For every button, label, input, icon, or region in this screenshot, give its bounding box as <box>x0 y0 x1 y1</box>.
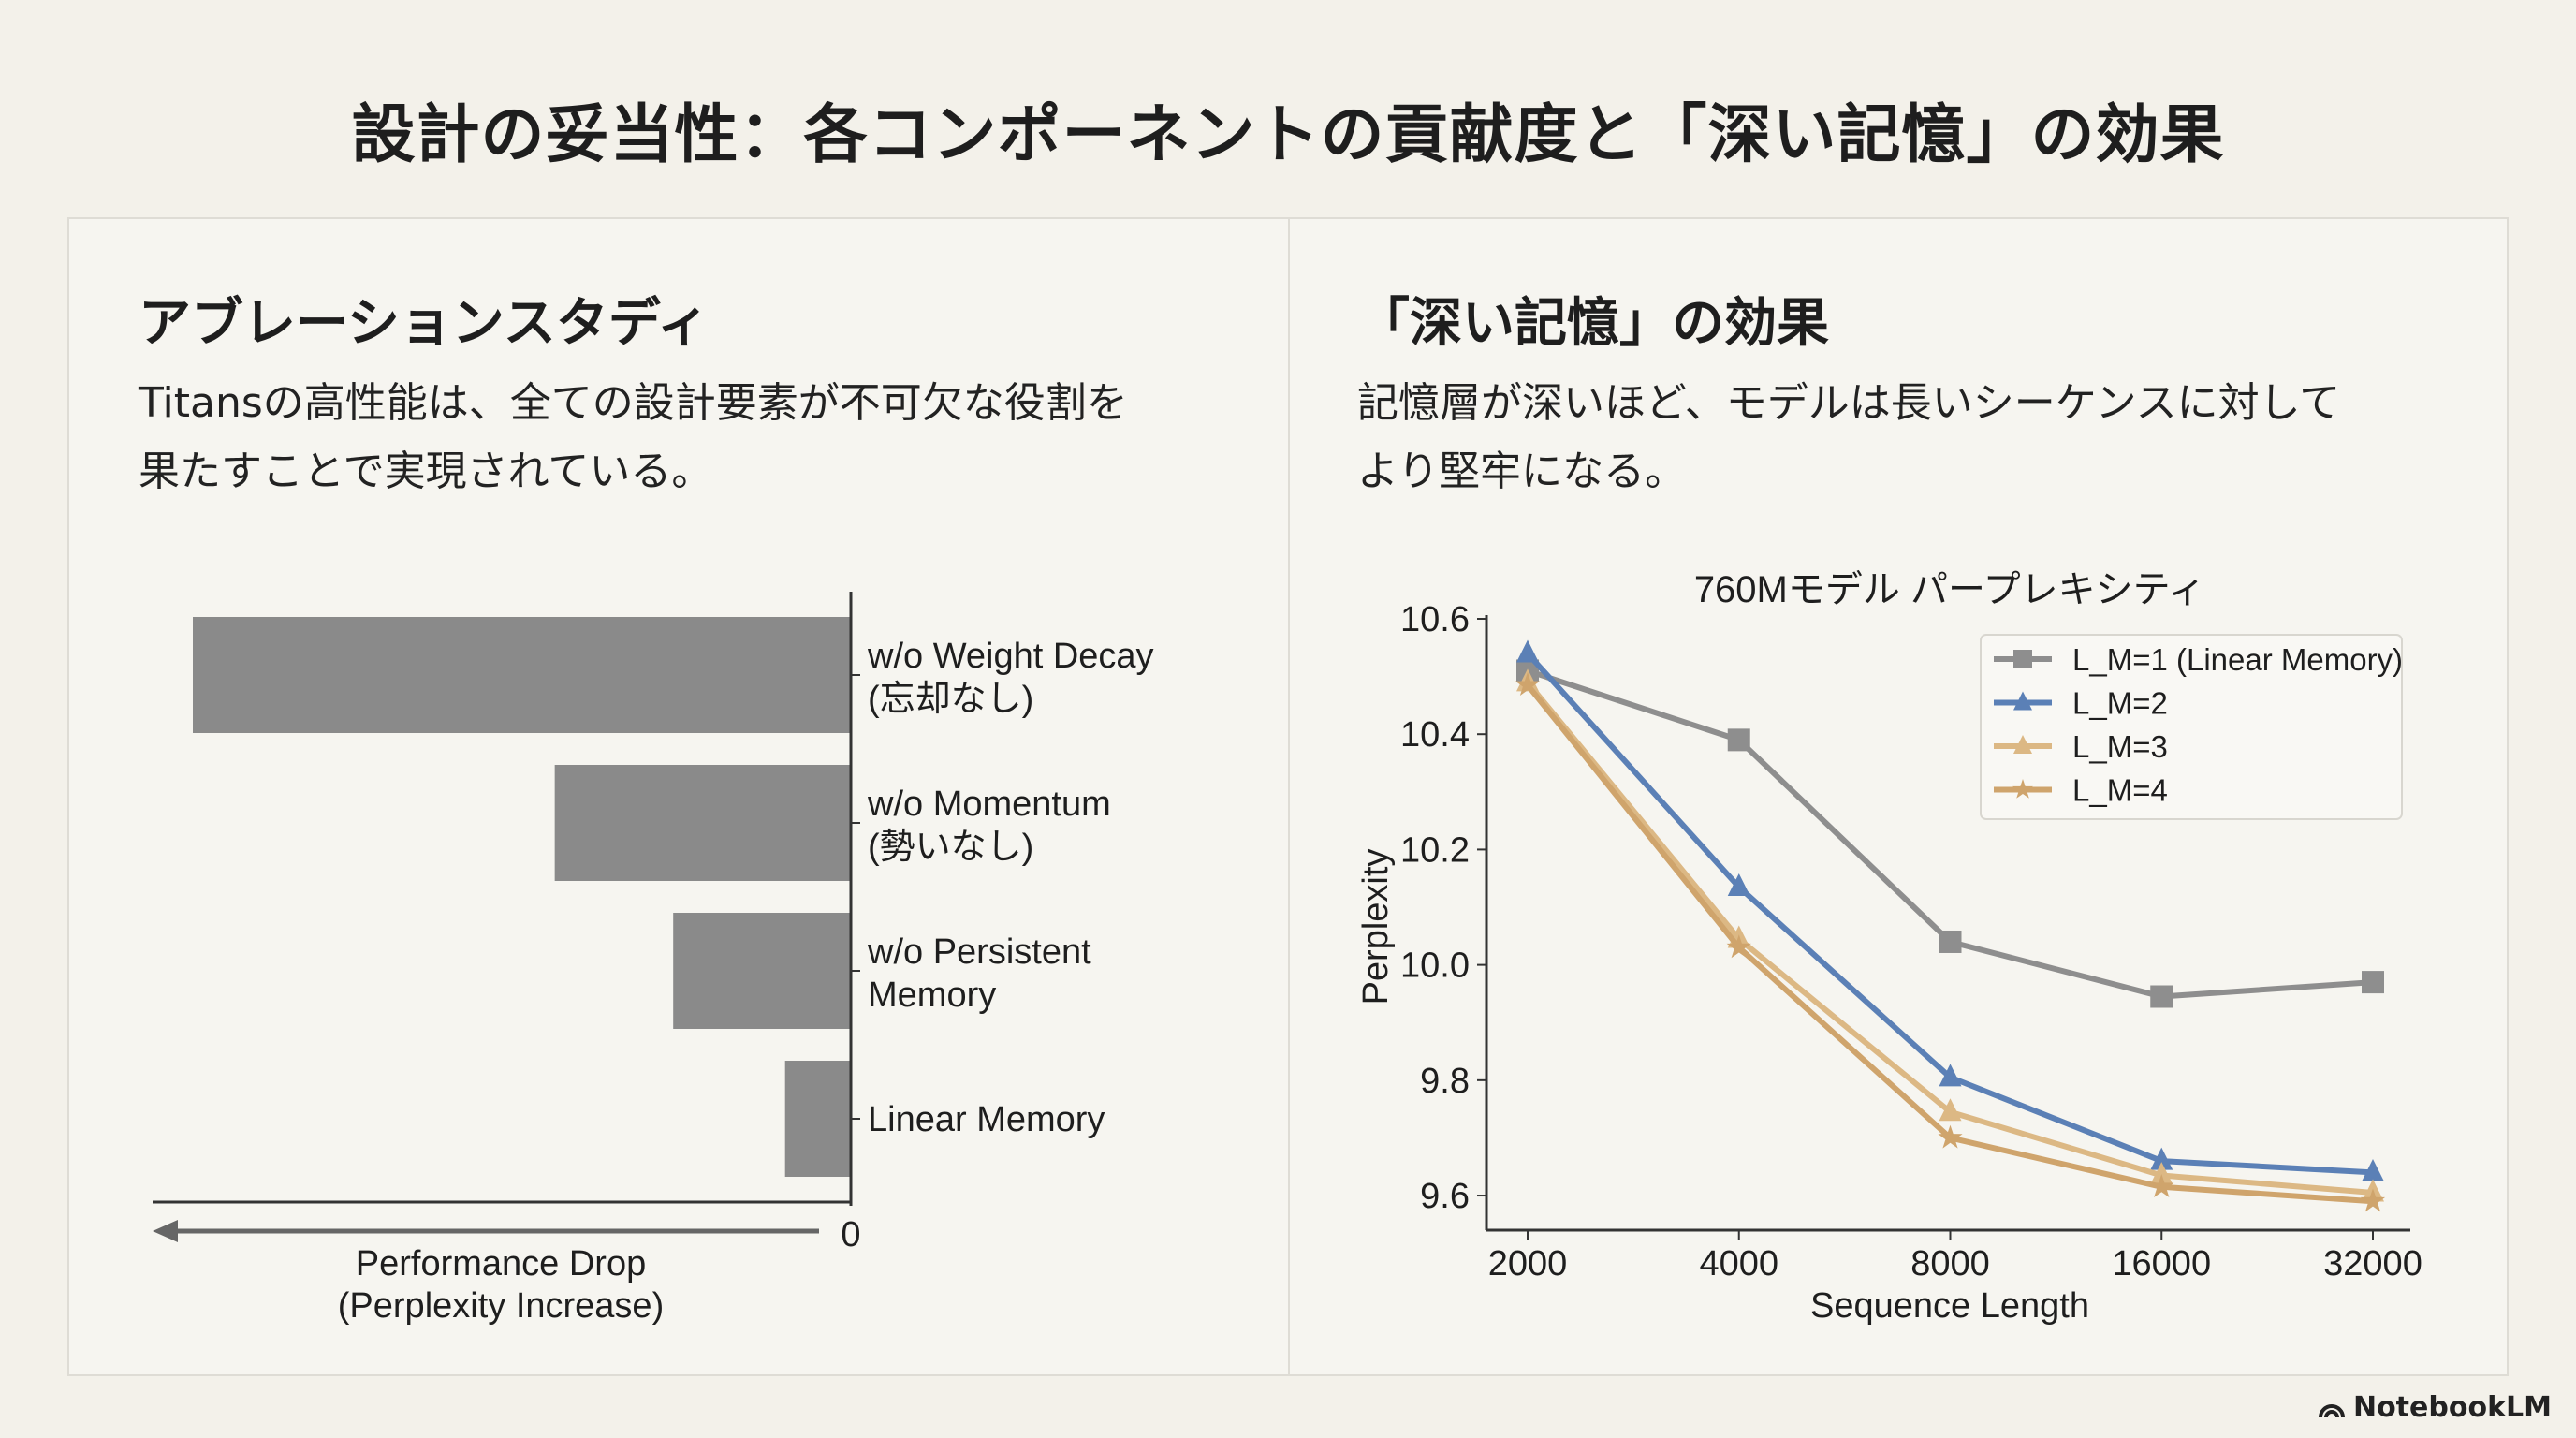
notebooklm-logo: NotebookLM <box>2318 1391 2552 1424</box>
x-tick-label: 8000 <box>1910 1244 1990 1284</box>
y-tick-label: 10.2 <box>1400 830 1470 870</box>
bar-label: w/o Persistent <box>867 932 1091 972</box>
x-tick-label: 0 <box>841 1215 860 1255</box>
x-tick-label: 4000 <box>1699 1244 1778 1284</box>
legend-label: L_M=2 <box>2072 686 2168 721</box>
data-point <box>2362 971 2384 994</box>
data-point <box>2150 1147 2174 1170</box>
description-line: 果たすことで実現されている。 <box>139 448 713 495</box>
legend-marker <box>2013 691 2032 711</box>
chart-title: 760Mモデル パープレキシティ <box>1694 569 2205 610</box>
description-line: Titansの高性能は、全ての設計要素が不可欠な役割を <box>139 379 1128 427</box>
y-tick-label: 10.6 <box>1400 600 1470 639</box>
x-tick-label: 32000 <box>2323 1244 2422 1284</box>
y-tick-label: 10.0 <box>1400 946 1470 986</box>
data-point <box>2362 1158 2384 1181</box>
data-point <box>2150 985 2174 1008</box>
y-tick-label: 9.6 <box>1420 1177 1470 1216</box>
ablation-description: Titansの高性能は、全ての設計要素が不可欠な役割を 果たすことで実現されてい… <box>139 369 1128 506</box>
data-point <box>1939 930 1962 953</box>
data-point <box>1516 639 1539 663</box>
data-point <box>1939 1064 1962 1087</box>
data-point <box>1515 672 1541 696</box>
deep-memory-description: 記憶層が深いほど、モデルは長いシーケンスに対して より堅牢になる。 <box>1357 369 2340 506</box>
bar-label: w/o Weight Decay <box>867 637 1154 676</box>
legend-marker <box>2013 735 2032 754</box>
data-point <box>1727 873 1750 897</box>
y-axis-label: Perplexity <box>1356 849 1396 1005</box>
x-tick-label: 16000 <box>2112 1244 2211 1284</box>
data-point <box>1727 728 1750 752</box>
bar-label: (忘却なし) <box>868 680 1033 719</box>
bar-label: (勢いなし) <box>868 828 1033 867</box>
description-line: より堅牢になる。 <box>1357 448 1687 495</box>
bar-label: w/o Momentum <box>867 785 1111 824</box>
arrow-head-icon <box>153 1220 178 1242</box>
legend-label: L_M=3 <box>2072 729 2168 764</box>
data-point <box>1726 934 1751 959</box>
page-title: 設計の妥当性：各コンポーネントの貢献度と「深い記憶」の効果 <box>351 98 2225 172</box>
bar-label: Memory <box>868 976 996 1015</box>
notebooklm-icon <box>2318 1403 2345 1417</box>
bar <box>554 765 851 881</box>
bar <box>784 1061 851 1177</box>
x-axis-label: Performance Drop <box>356 1244 646 1284</box>
description-line: 記憶層が深いほど、モデルは長いシーケンスに対して <box>1357 379 2341 427</box>
ablation-heading: アブレーションスタディ <box>139 293 710 354</box>
data-point <box>2150 1162 2174 1185</box>
legend <box>1980 634 2403 820</box>
x-axis-label: (Perplexity Increase) <box>338 1286 664 1326</box>
x-axis-label: Sequence Length <box>1810 1286 2089 1326</box>
data-point <box>1938 1124 1963 1149</box>
data-point <box>1939 1098 1962 1122</box>
logo-text: NotebookLM <box>2352 1391 2552 1424</box>
legend-marker <box>2013 650 2032 668</box>
legend-label: L_M=4 <box>2072 773 2168 808</box>
legend-marker <box>2012 779 2033 799</box>
bar <box>193 617 851 733</box>
bar-label: Linear Memory <box>868 1100 1105 1139</box>
legend-label: L_M=1 (Linear Memory) <box>2072 642 2403 677</box>
data-point <box>2360 1188 2386 1212</box>
x-tick-label: 2000 <box>1488 1244 1568 1284</box>
data-point <box>2149 1174 2174 1197</box>
y-tick-label: 10.4 <box>1400 715 1470 755</box>
bar <box>673 913 851 1029</box>
deep-memory-heading: 「深い記憶」の効果 <box>1357 293 1829 354</box>
y-tick-label: 9.8 <box>1420 1062 1470 1101</box>
